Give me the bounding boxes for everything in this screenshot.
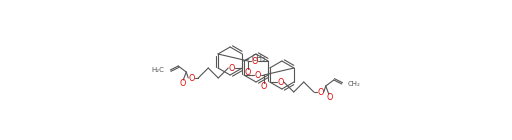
Text: H₂C: H₂C [152,67,164,73]
Text: O: O [317,88,324,96]
Text: O: O [327,93,333,102]
Text: O: O [245,67,251,76]
Text: O: O [179,79,185,88]
Text: O: O [254,71,261,80]
Text: CH₃: CH₃ [252,53,266,62]
Text: O: O [228,64,234,73]
Text: O: O [261,81,267,90]
Text: O: O [278,78,284,87]
Text: O: O [251,57,258,66]
Text: O: O [188,74,195,82]
Text: CH₂: CH₂ [348,81,360,87]
